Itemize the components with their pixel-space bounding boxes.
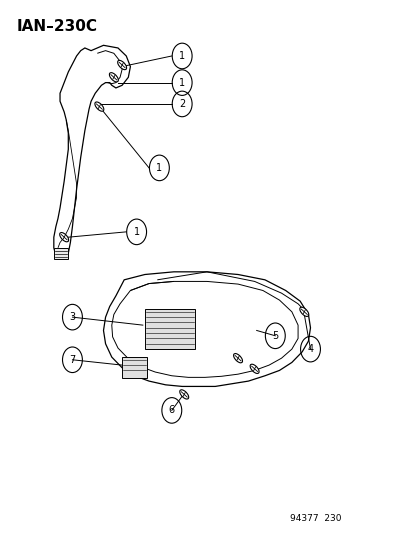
Text: 7: 7 bbox=[69, 355, 76, 365]
Ellipse shape bbox=[117, 60, 126, 70]
Ellipse shape bbox=[249, 364, 259, 374]
Polygon shape bbox=[122, 357, 147, 378]
Text: 94377  230: 94377 230 bbox=[289, 514, 340, 523]
Polygon shape bbox=[54, 248, 68, 259]
Text: 1: 1 bbox=[179, 78, 185, 87]
Text: IAN–230C: IAN–230C bbox=[17, 19, 97, 34]
Text: 5: 5 bbox=[271, 331, 278, 341]
Ellipse shape bbox=[299, 307, 308, 317]
Text: 1: 1 bbox=[156, 163, 162, 173]
Polygon shape bbox=[145, 309, 194, 349]
Text: 1: 1 bbox=[133, 227, 139, 237]
Text: 6: 6 bbox=[169, 406, 174, 415]
Ellipse shape bbox=[109, 72, 118, 82]
Ellipse shape bbox=[59, 232, 69, 242]
Ellipse shape bbox=[95, 102, 104, 111]
Text: 2: 2 bbox=[178, 99, 185, 109]
Text: 4: 4 bbox=[307, 344, 313, 354]
Ellipse shape bbox=[179, 390, 188, 399]
Text: 3: 3 bbox=[69, 312, 75, 322]
Ellipse shape bbox=[233, 353, 242, 363]
Text: 1: 1 bbox=[179, 51, 185, 61]
